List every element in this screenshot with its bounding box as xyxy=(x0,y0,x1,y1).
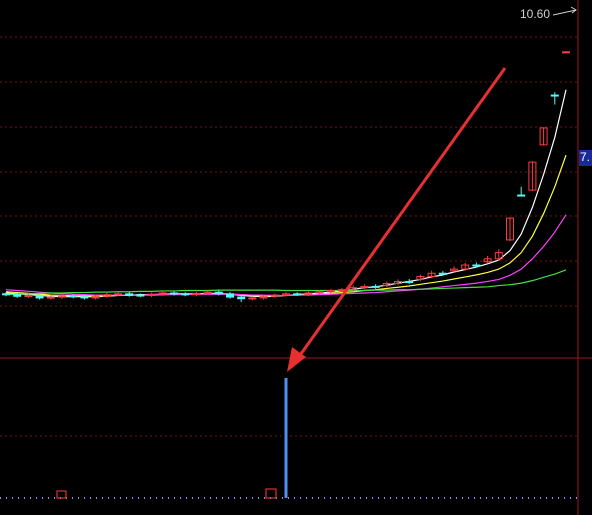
candle-body xyxy=(382,283,391,287)
arrow-shaft xyxy=(296,67,507,359)
candle-body xyxy=(91,295,100,299)
annotation-arrow xyxy=(287,67,507,372)
candle-body xyxy=(203,291,212,294)
candle-body xyxy=(371,285,380,288)
candle-body xyxy=(427,272,436,278)
candle-body xyxy=(158,292,167,295)
candle-body xyxy=(114,293,122,296)
candle-body xyxy=(394,280,402,285)
signal-marker xyxy=(265,488,277,499)
candle-body xyxy=(539,127,548,146)
candle-body xyxy=(326,290,335,293)
candle-body xyxy=(102,294,111,297)
candle-body xyxy=(304,292,313,295)
candle-body xyxy=(24,294,33,297)
candle-body xyxy=(69,295,78,298)
candle-body xyxy=(293,293,302,296)
candle-body xyxy=(461,264,470,270)
candle-body xyxy=(147,293,156,296)
price-label: 10.60 xyxy=(520,7,550,21)
candle-body xyxy=(416,276,425,280)
candle-body xyxy=(46,296,55,299)
candle-body xyxy=(125,293,134,296)
candle-body xyxy=(58,295,66,298)
candle-body xyxy=(349,287,358,291)
plot xyxy=(2,51,570,498)
candle-body xyxy=(248,297,257,300)
moving-average-line xyxy=(5,269,567,296)
candle-body xyxy=(237,296,246,300)
candle-body xyxy=(136,294,145,297)
candle-body xyxy=(181,293,190,296)
candle-body xyxy=(315,291,324,294)
candle-body xyxy=(259,295,268,299)
candle-body xyxy=(226,293,234,298)
current-price-label: 7. xyxy=(580,150,590,164)
candle-body xyxy=(405,280,414,283)
candle-body xyxy=(550,94,559,97)
signal-marker xyxy=(56,490,67,499)
candle-body xyxy=(562,51,570,54)
candle-body xyxy=(2,293,10,296)
candle-body xyxy=(528,161,537,191)
candle-body xyxy=(214,291,223,295)
price-pointer xyxy=(552,6,577,16)
candle-body xyxy=(282,293,290,296)
candle-body xyxy=(35,294,44,299)
candle-body xyxy=(506,217,514,241)
candle-body xyxy=(270,294,279,297)
candle-body xyxy=(192,292,201,296)
current-price-box xyxy=(579,150,592,166)
candle-body xyxy=(438,272,447,275)
candle-body xyxy=(472,264,481,267)
candle-body xyxy=(517,194,526,197)
indicator-bar xyxy=(284,378,288,498)
candle-body xyxy=(494,252,503,260)
candle-body xyxy=(13,294,22,297)
candle-body xyxy=(360,285,369,289)
candle-body xyxy=(450,268,458,272)
arrow-head xyxy=(287,347,306,372)
candle-body xyxy=(80,296,89,299)
candle-body xyxy=(483,258,492,263)
candle-body xyxy=(170,292,178,295)
